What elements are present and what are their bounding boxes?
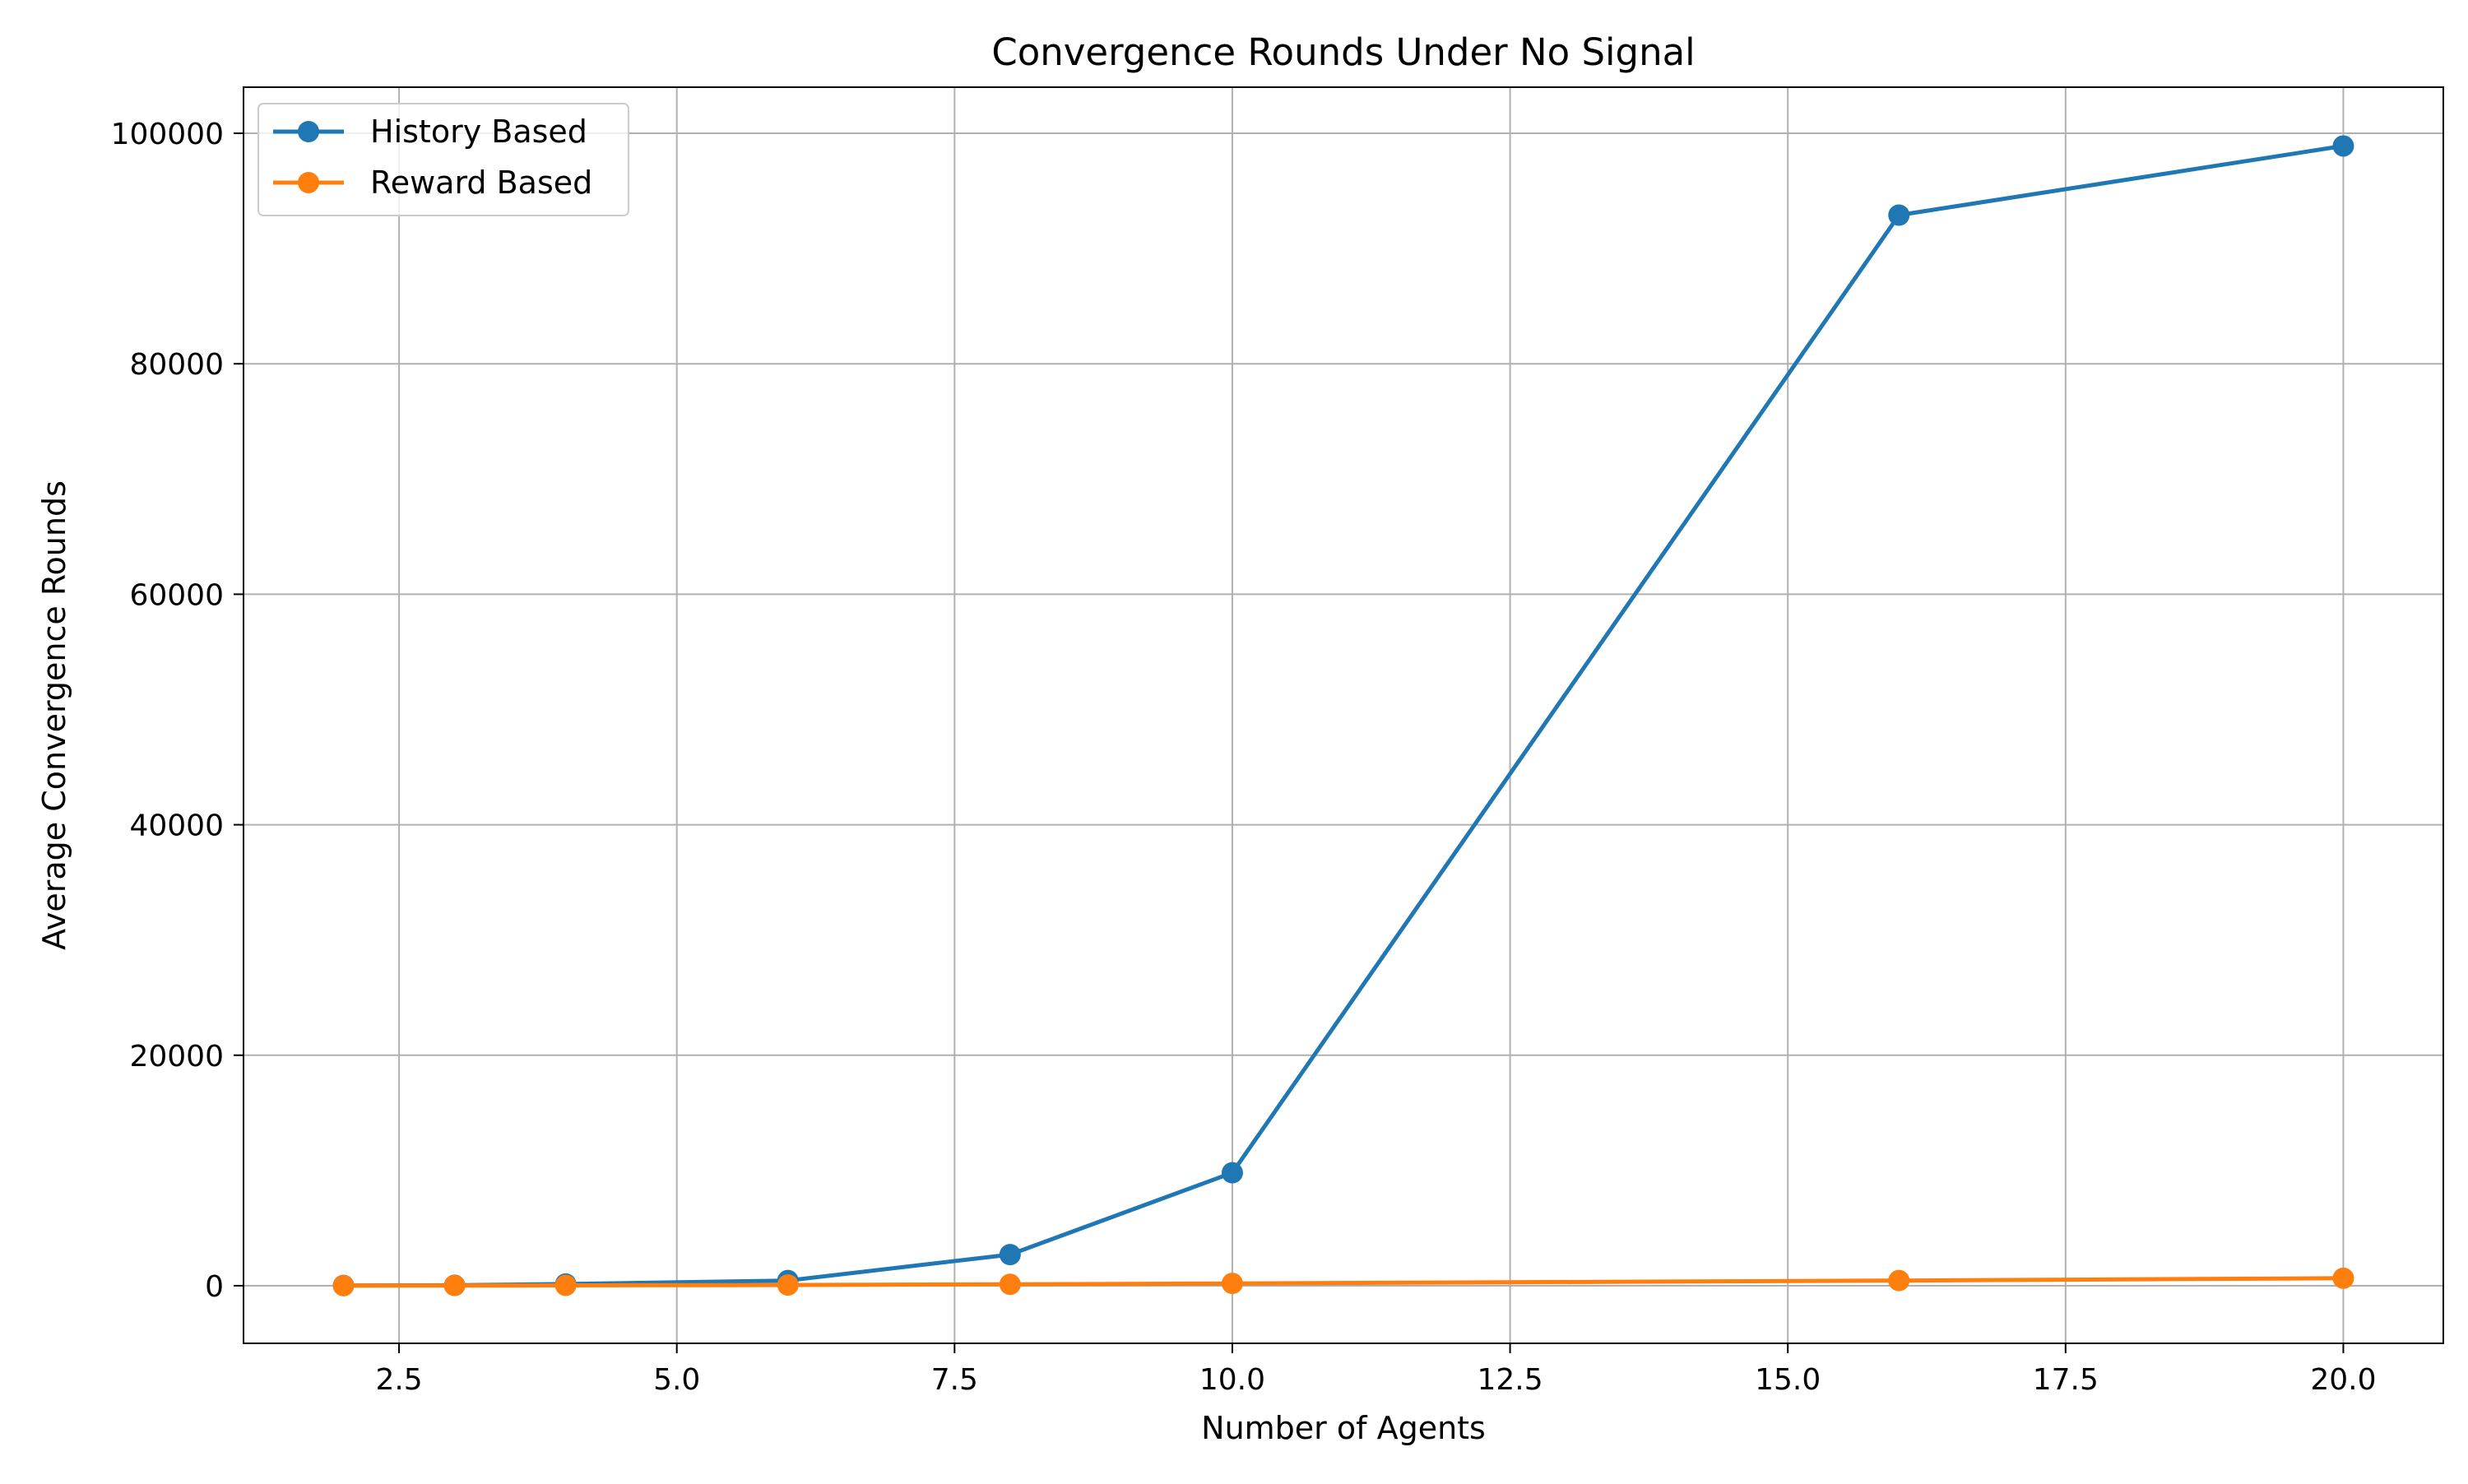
y-tick-label: 100000 bbox=[111, 118, 224, 151]
x-tick-label: 10.0 bbox=[1199, 1363, 1265, 1397]
x-tick-label: 5.0 bbox=[653, 1363, 700, 1397]
data-point-reward-based bbox=[332, 1274, 355, 1296]
x-tick-label: 20.0 bbox=[2310, 1363, 2376, 1397]
x-tick-label: 2.5 bbox=[375, 1363, 422, 1397]
series-layer bbox=[332, 135, 2354, 1296]
data-point-reward-based bbox=[443, 1274, 466, 1296]
x-tick-label: 15.0 bbox=[1755, 1363, 1821, 1397]
y-axis-label: Average Convergence Rounds bbox=[36, 480, 72, 950]
data-point-reward-based bbox=[999, 1273, 1021, 1296]
x-axis-label: Number of Agents bbox=[1201, 1410, 1486, 1446]
data-point-history-based bbox=[999, 1244, 1021, 1266]
series-line-reward-based bbox=[343, 1276, 2344, 1288]
data-point-reward-based bbox=[777, 1274, 799, 1296]
y-tick-label: 60000 bbox=[129, 578, 224, 612]
legend: History Based Reward Based bbox=[257, 103, 629, 216]
series-reward-based bbox=[332, 1267, 2354, 1296]
legend-swatch-marker bbox=[298, 121, 319, 142]
x-tick-label: 12.5 bbox=[1477, 1363, 1542, 1397]
grid bbox=[244, 87, 2443, 1343]
x-tick-label: 7.5 bbox=[931, 1363, 978, 1397]
legend-swatch-marker bbox=[298, 172, 319, 193]
legend-box bbox=[257, 103, 629, 216]
chart-title: Convergence Rounds Under No Signal bbox=[991, 30, 1695, 74]
x-tick-label: 17.5 bbox=[2033, 1363, 2099, 1397]
data-point-reward-based bbox=[554, 1274, 577, 1296]
y-tick-label: 20000 bbox=[129, 1040, 224, 1074]
y-tick-label: 40000 bbox=[129, 809, 224, 843]
y-tick-label: 0 bbox=[205, 1270, 224, 1304]
legend-label: Reward Based bbox=[370, 165, 592, 201]
legend-label: History Based bbox=[370, 114, 587, 150]
data-point-history-based bbox=[1221, 1162, 1243, 1184]
data-point-history-based bbox=[1888, 204, 1910, 226]
axis-ticks: 2.5 5.0 7.5 10.0 12.5 15.0 17.5 20.0 0 20000 40000… bbox=[111, 118, 2377, 1397]
legend-item-reward-based: Reward Based bbox=[273, 165, 592, 201]
y-tick-label: 80000 bbox=[129, 348, 224, 382]
data-point-reward-based bbox=[1888, 1269, 1910, 1292]
data-point-history-based bbox=[2332, 135, 2354, 157]
data-point-reward-based bbox=[1221, 1273, 1243, 1295]
legend-item-history-based: History Based bbox=[273, 114, 587, 150]
data-point-reward-based bbox=[2332, 1267, 2354, 1289]
plot-frame bbox=[243, 86, 2444, 1344]
